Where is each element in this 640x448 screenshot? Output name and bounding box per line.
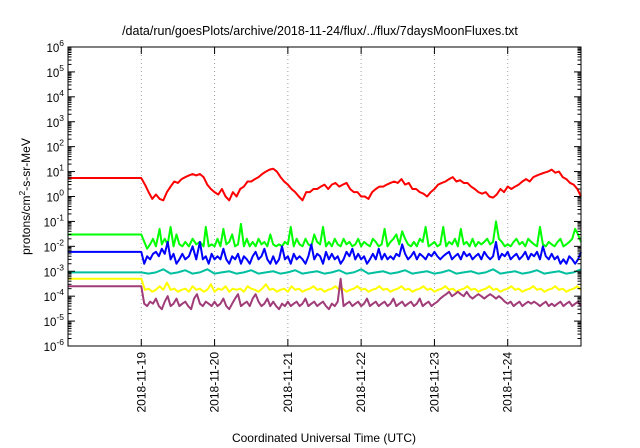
series-group [68,167,582,311]
y-tick-label: 106 [46,38,64,55]
y-tick-label: 100 [46,188,64,205]
y-axis-ticks: 10-6 10-5 10-4 10-3 10-2 10-1 100 101 102 103 104 1… [44,38,581,354]
x-tick-label: 2018-11-22 [354,352,368,413]
x-tick-label: 2018-11-24 [501,352,515,413]
y-tick-label: 10-5 [44,312,65,329]
y-tick-label: 10-1 [44,212,65,229]
x-tick-label: 2018-11-21 [281,352,295,413]
y-tick-label: 10-3 [44,262,65,279]
x-axis-ticks: 2018-11-19 2018-11-20 2018-11-21 2018-11-22… [134,47,515,413]
x-tick-label: 2018-11-23 [427,352,441,413]
y-tick-label: 103 [46,113,64,130]
y-tick-label: 10-2 [44,237,65,254]
y-tick-label: 104 [46,88,64,105]
x-tick-label: 2018-11-19 [134,352,148,413]
series-line [68,220,582,250]
series-line [68,268,582,275]
y-tick-label: 101 [46,163,64,180]
series-line [68,167,582,202]
chart-title: /data/run/goesPlots/archive/2018-11-24/f… [122,24,518,38]
series-line [68,277,582,293]
grid-lines [140,47,509,346]
series-line [68,240,582,265]
y-tick-label: 102 [46,138,64,155]
x-axis-label: Coordinated Universal Time (UTC) [232,431,416,445]
y-tick-label: 105 [46,63,64,80]
series-line [68,277,582,311]
y-axis-label: protons/cm2-s-sr-MeV [17,138,33,255]
x-tick-label: 2018-11-20 [208,352,222,413]
y-tick-label: 10-6 [44,337,65,354]
y-tick-label: 10-4 [44,287,65,304]
